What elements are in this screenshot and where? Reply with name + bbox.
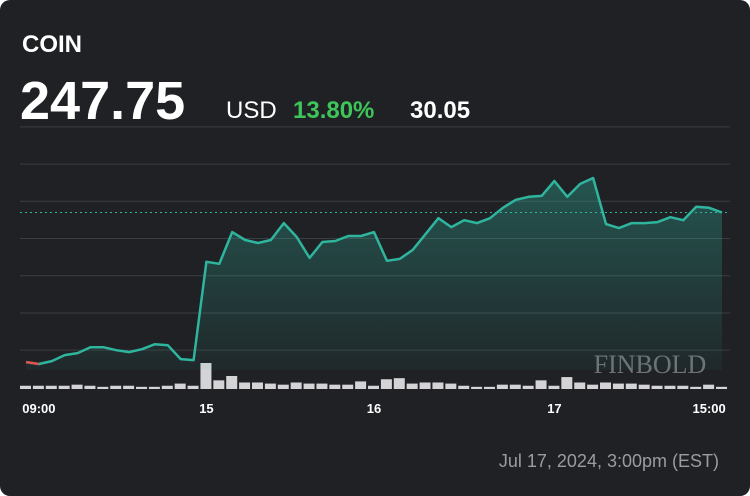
volume-bar [329, 384, 341, 389]
volume-bar [471, 386, 483, 389]
x-tick-label: 16 [367, 401, 381, 416]
volume-bar [535, 380, 547, 389]
volume-bar [290, 382, 302, 389]
volume-bar [136, 386, 147, 389]
volume-bar [148, 386, 160, 389]
volume-bar [239, 382, 251, 389]
volume-bar [406, 383, 418, 389]
volume-bar [226, 376, 238, 389]
volume-bar [187, 385, 199, 389]
volume-bar [690, 386, 702, 389]
x-tick-label: 09:00 [22, 401, 55, 416]
volume-bar [213, 380, 225, 389]
volume-bar [97, 386, 109, 389]
timestamp: Jul 17, 2024, 3:00pm (EST) [499, 451, 719, 471]
volume-bar [716, 386, 727, 389]
change-percent: 13.80% [293, 97, 374, 124]
currency: USD [226, 97, 277, 124]
volume-bar [509, 384, 521, 389]
volume-bar [303, 383, 315, 389]
symbol: COIN [22, 31, 82, 58]
volume-bar [677, 385, 689, 389]
volume-bar [200, 363, 212, 389]
price-line [25, 176, 723, 366]
volume-bar [277, 384, 289, 389]
volume-bar [587, 384, 599, 389]
price-line-start [25, 360, 40, 366]
x-tick-label: 15 [199, 401, 213, 416]
volume-bar [612, 383, 624, 389]
volume-bar [600, 382, 611, 389]
volume-bar [651, 385, 663, 389]
x-tick-label: 15:00 [692, 401, 725, 416]
volume-bar [432, 382, 444, 389]
volume-bar [355, 381, 367, 389]
volume-bar [58, 385, 70, 389]
volume-bar [20, 385, 31, 389]
volume-bar [703, 384, 715, 389]
change: 30.05 [410, 97, 470, 124]
volume-bar [264, 383, 276, 389]
volume-bar [496, 384, 508, 389]
volume-bar [32, 385, 44, 389]
volume-bar [45, 385, 57, 389]
volume-bar [522, 385, 534, 389]
volume-bar [161, 385, 173, 389]
volume-bar [316, 383, 328, 389]
volume-bar [123, 385, 135, 389]
volume-bar [380, 379, 392, 389]
price: 247.75 [20, 71, 185, 131]
volume-bar [174, 383, 186, 389]
volume-bar [368, 385, 379, 389]
volume-bar [561, 377, 573, 389]
volume-bar [548, 385, 560, 389]
area [26, 178, 722, 370]
volume-bar [445, 383, 457, 389]
volume-bar [71, 384, 83, 389]
volume-bar [419, 382, 431, 389]
x-tick-label: 17 [547, 401, 561, 416]
volume-bar [664, 385, 676, 389]
volume-bar [638, 384, 650, 389]
volume-bar [574, 382, 586, 389]
volume-bar [84, 385, 96, 389]
volume-bar [252, 382, 263, 389]
volume-bar [393, 378, 405, 389]
volume-bar [625, 383, 637, 389]
volume-bar [458, 385, 470, 389]
volume-bar [484, 386, 495, 389]
volume-bar [342, 384, 354, 389]
volume-bar [110, 385, 122, 389]
